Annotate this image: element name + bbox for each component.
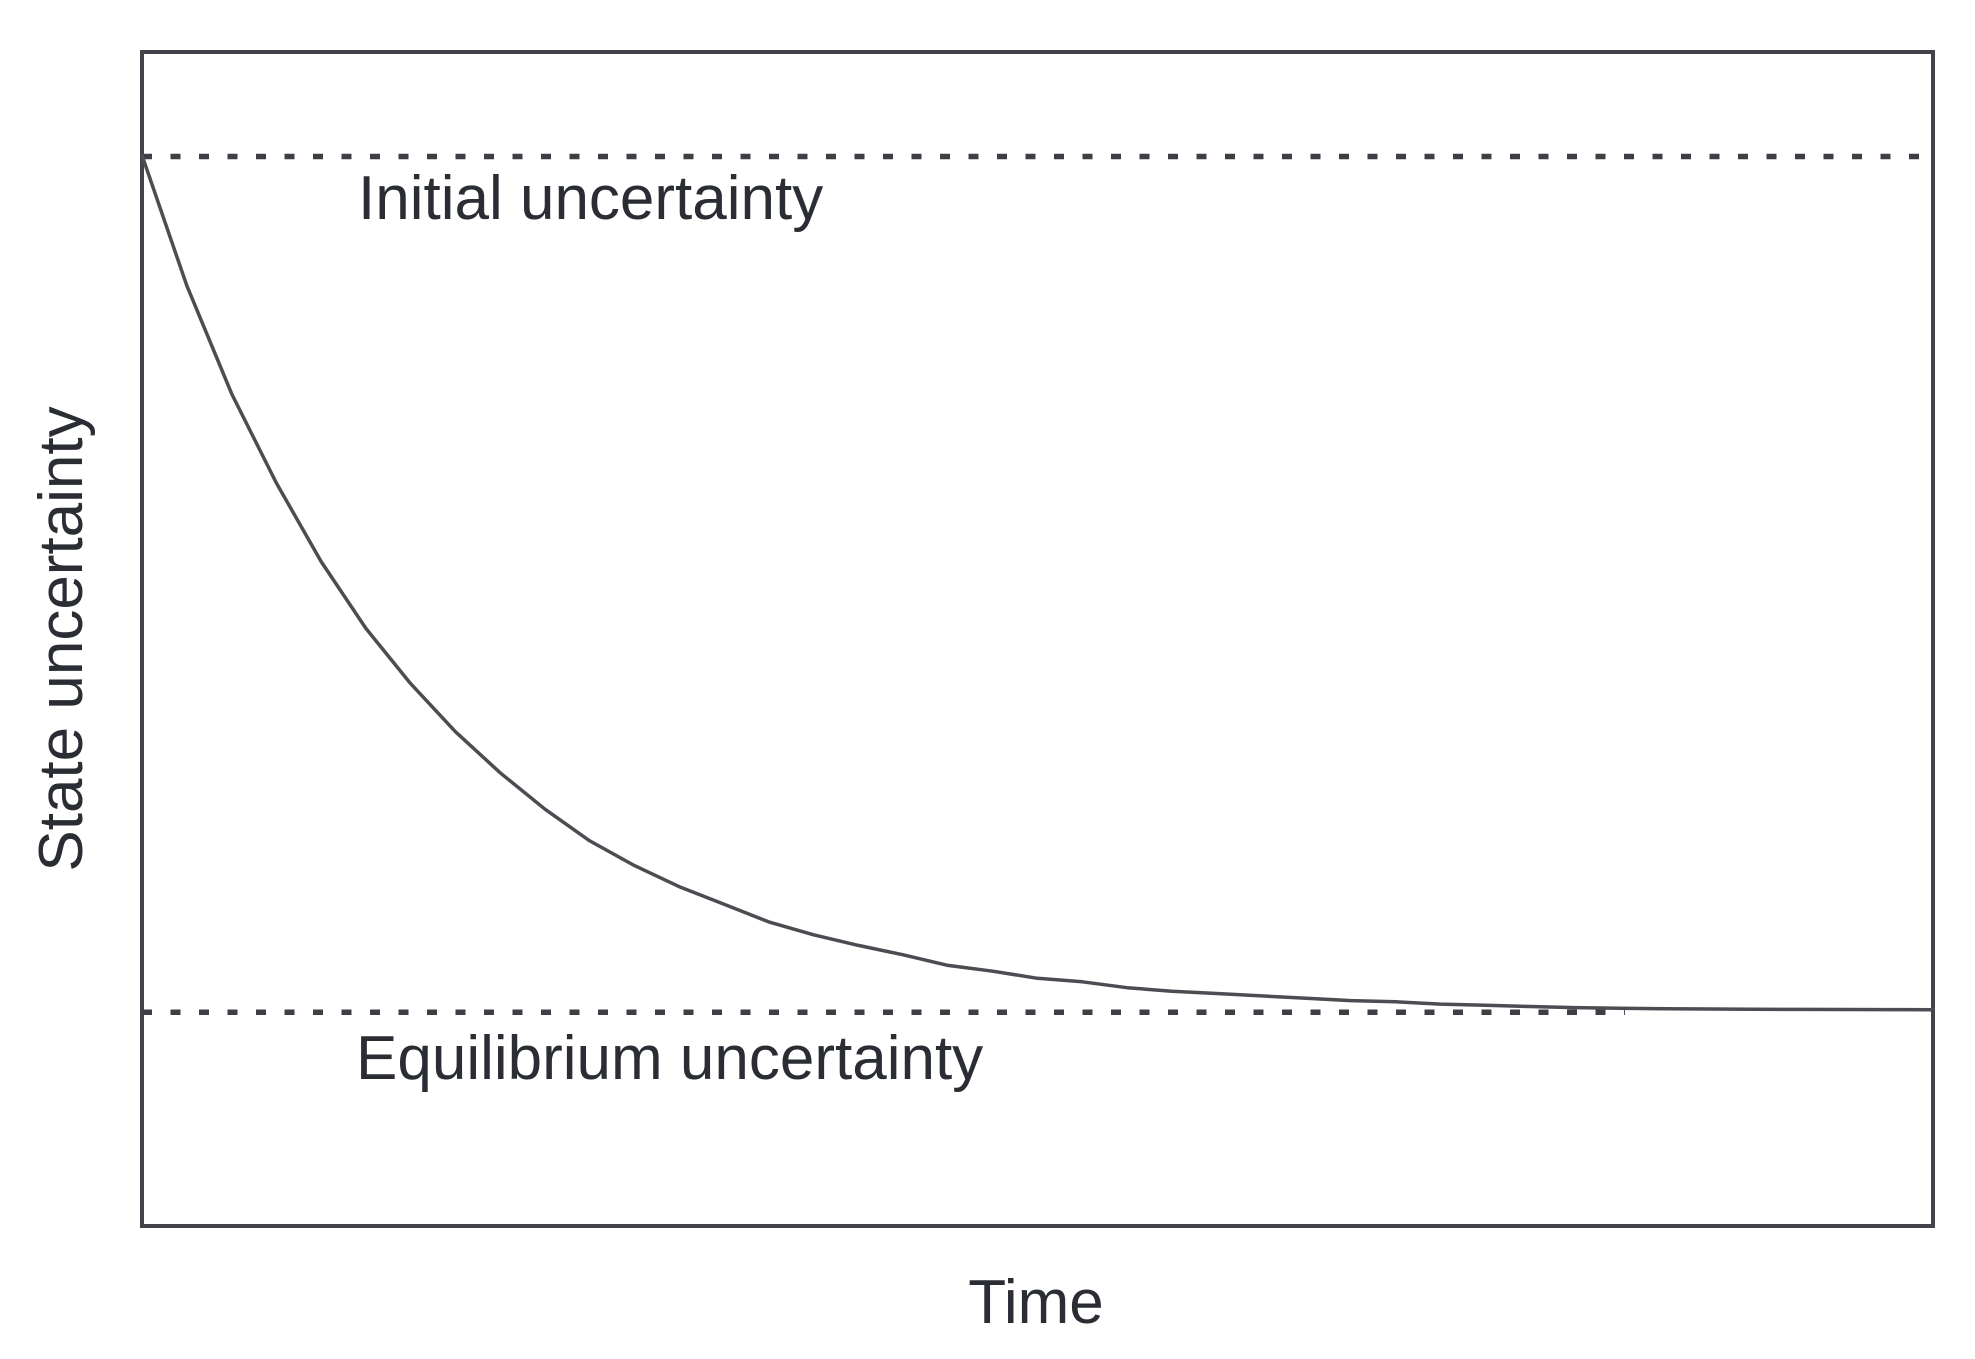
uncertainty-curve — [140, 153, 1935, 1012]
plot-frame — [140, 50, 1935, 1228]
initial-uncertainty-label: Initial uncertainty — [358, 164, 824, 233]
equilibrium-uncertainty-label: Equilibrium uncertainty — [356, 1024, 984, 1093]
x-axis-label: Time — [968, 1268, 1104, 1337]
y-axis-label: State uncertainty — [27, 406, 96, 872]
